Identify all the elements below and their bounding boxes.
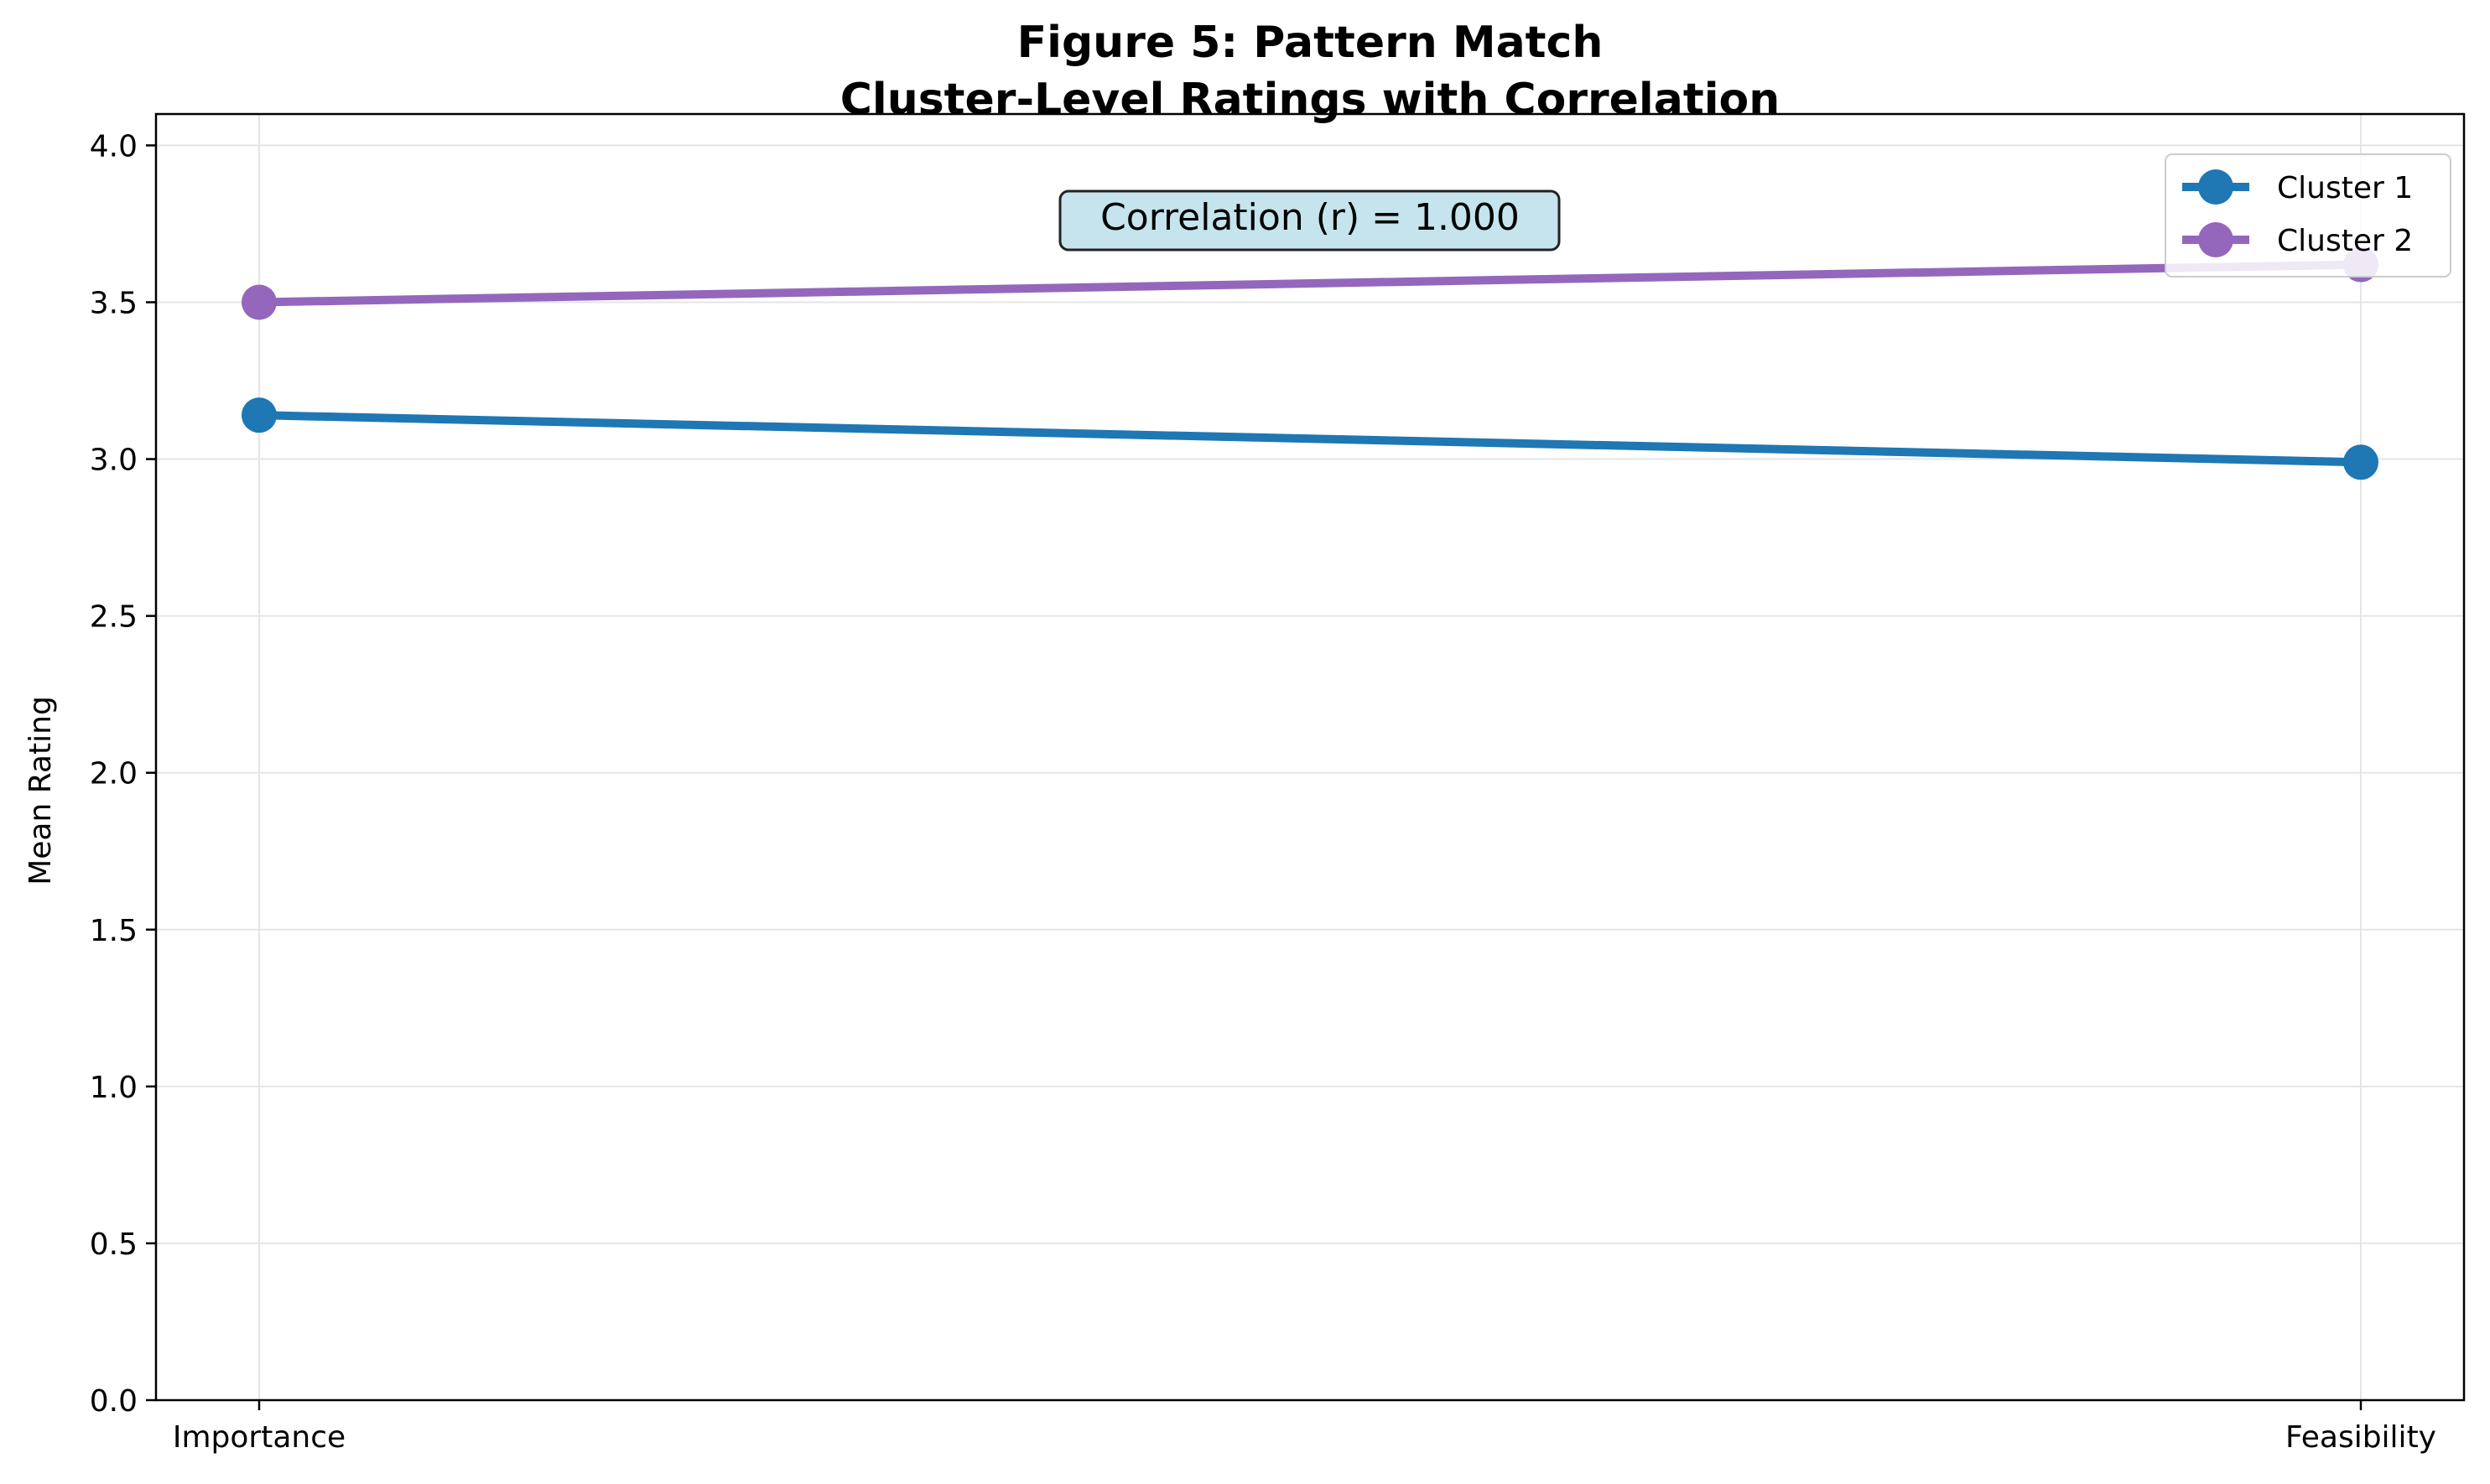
plot-frame [154,112,2466,1402]
y-tick-label: 4.0 [90,129,138,163]
legend-label: Cluster 1 [2277,171,2413,205]
x-tick-label: Importance [173,1420,346,1455]
data-point [2343,444,2378,480]
annotation-box [1058,189,1561,252]
y-tick-label: 3.0 [90,444,138,478]
chart-title-line1: Figure 5: Pattern Match [1017,18,1604,68]
series-line [258,411,2362,467]
legend-entry: Cluster 2 [2182,222,2413,258]
chart-title-line2: Cluster-Level Ratings with Correlation [840,75,1780,125]
annotation-text: Correlation (r) = 1.000 [1100,196,1520,239]
legend-label: Cluster 2 [2277,224,2413,258]
data-series [242,246,2378,480]
legend-entry: Cluster 1 [2182,169,2413,205]
y-tick-label: 0.0 [90,1384,138,1419]
x-tick-label: Feasibility [2285,1420,2436,1455]
axis-ticks: 0.0 0.5 1.0 1.5 2.0 2.5 3.0 3.5 4.0 Importance Fea… [90,129,2436,1455]
y-tick-label: 3.5 [90,286,138,320]
series-1 [242,397,2378,480]
data-point [242,284,277,320]
y-tick-label: 1.0 [90,1071,138,1105]
y-tick-label: 2.5 [90,600,138,635]
grid-lines [156,114,2464,1401]
data-point [242,397,277,433]
legend-marker [2198,169,2233,205]
legend-marker [2198,222,2233,257]
y-tick-label: 2.0 [90,757,138,791]
y-tick-label: 1.5 [90,914,138,948]
y-tick-label: 0.5 [90,1227,138,1262]
series-line [258,260,2362,307]
y-axis-label: Mean Rating [23,696,58,885]
correlation-annotation: Correlation (r) = 1.000 [1058,189,1561,252]
legend: Cluster 1 Cluster 2 [2165,153,2451,278]
